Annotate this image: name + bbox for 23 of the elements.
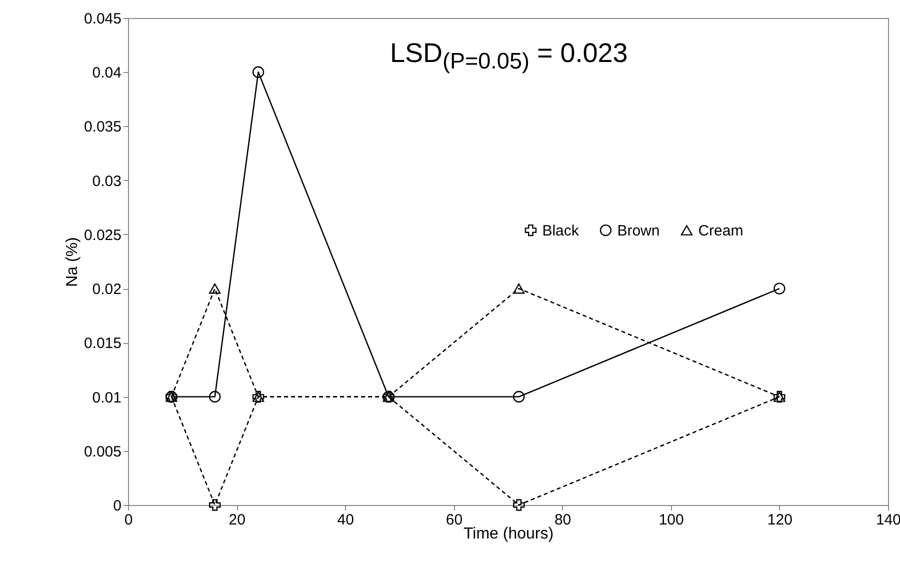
y-tick-label: 0.045 xyxy=(84,10,122,28)
x-tick-label: 120 xyxy=(767,512,792,528)
x-axis-title: Time (hours) xyxy=(463,526,554,542)
y-tick-label: 0 xyxy=(113,498,122,514)
legend-label: Brown xyxy=(617,222,660,240)
y-tick-label: 0.005 xyxy=(84,443,122,460)
y-tick-label: 0.01 xyxy=(92,389,122,406)
y-tick-label: 0.02 xyxy=(92,281,122,298)
legend-label: Cream xyxy=(698,222,744,240)
y-tick-label: 0.035 xyxy=(84,118,122,136)
legend-label: Black xyxy=(542,222,580,240)
x-tick-label: 20 xyxy=(228,512,246,528)
x-tick-label: 60 xyxy=(446,512,463,528)
x-tick-label: 0 xyxy=(124,512,133,528)
x-tick-label: 40 xyxy=(337,512,354,528)
y-tick-label: 0.03 xyxy=(92,172,122,190)
y-tick-label: 0.04 xyxy=(92,64,122,82)
y-tick-label: 0.015 xyxy=(84,335,122,352)
y-tick-label: 0.025 xyxy=(84,226,122,244)
x-tick-label: 100 xyxy=(658,512,684,528)
x-tick-label: 80 xyxy=(554,512,572,528)
y-axis-title: Na (%) xyxy=(64,237,81,287)
annotation: LSD$_{(P=0.05)}$ = 0.023 xyxy=(390,38,628,74)
